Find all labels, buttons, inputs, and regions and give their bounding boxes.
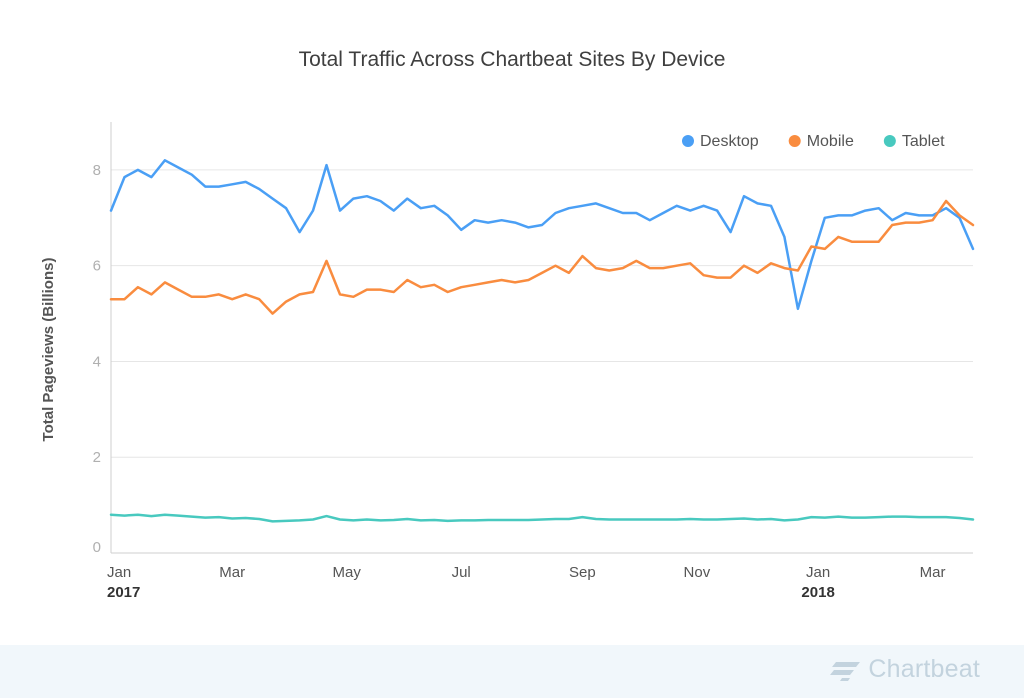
brand-name: Chartbeat — [868, 655, 980, 683]
x-tick-label: Jan — [107, 564, 131, 581]
legend-marker-desktop — [682, 135, 694, 147]
x-tick-label: Nov — [684, 564, 711, 581]
y-tick-label: 0 — [93, 539, 101, 556]
series-line-mobile — [109, 199, 975, 315]
x-tick-label: Jan — [806, 564, 830, 581]
legend-marker-mobile — [788, 135, 801, 147]
series-line-tablet — [109, 513, 975, 523]
chartbeat-logo: Chartbeat — [830, 655, 980, 684]
legend-marker-tablet — [883, 135, 896, 147]
series-line-desktop — [109, 159, 975, 311]
x-year-label: 2018 — [801, 584, 834, 601]
x-tick-label: May — [333, 564, 362, 581]
legend-label-mobile: Mobile — [807, 133, 854, 150]
chart-title: Total Traffic Across Chartbeat Sites By … — [299, 48, 726, 71]
chart-area: Total Traffic Across Chartbeat Sites By … — [40, 48, 975, 601]
x-tick-label: Mar — [920, 564, 946, 581]
legend-label-tablet: Tablet — [902, 133, 945, 150]
y-tick-label: 4 — [93, 353, 101, 370]
x-tick-label: Mar — [219, 564, 245, 581]
chartbeat-mark-icon — [830, 661, 861, 681]
x-year-label: 2017 — [107, 584, 140, 601]
footer-band: Chartbeat — [0, 645, 1024, 698]
legend-label-desktop: Desktop — [700, 133, 759, 150]
y-axis-label: Total Pageviews (Billions) — [40, 258, 57, 442]
line-chart: Total Traffic Across Chartbeat Sites By … — [40, 48, 975, 601]
x-tick-label: Sep — [569, 564, 596, 581]
y-tick-label: 2 — [93, 449, 101, 466]
y-tick-label: 6 — [93, 258, 101, 275]
y-tick-label: 8 — [93, 162, 101, 179]
x-tick-label: Jul — [452, 564, 471, 581]
